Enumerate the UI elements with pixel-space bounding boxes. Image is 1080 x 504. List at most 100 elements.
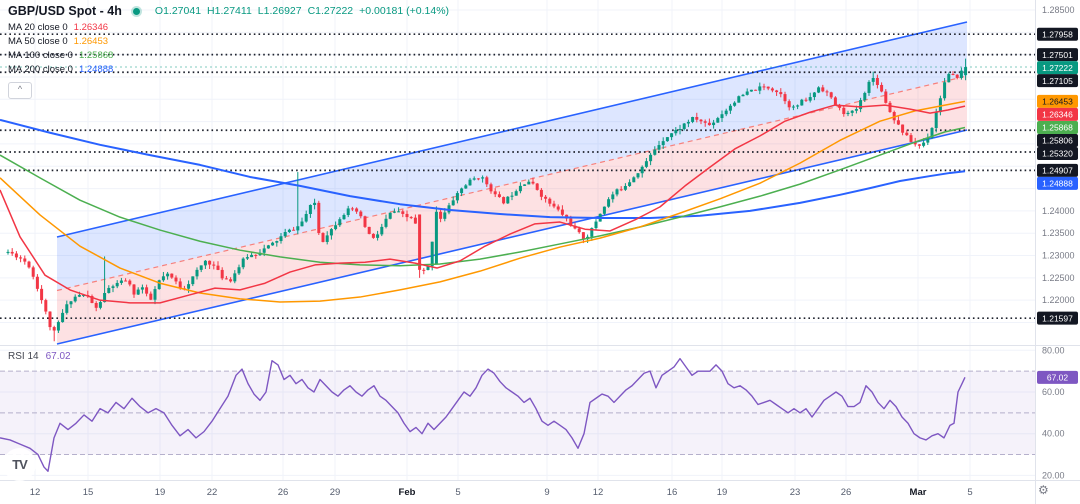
candle bbox=[703, 121, 707, 123]
candle bbox=[930, 128, 934, 138]
candle bbox=[35, 276, 39, 289]
candle bbox=[380, 226, 384, 235]
candle bbox=[296, 226, 300, 231]
candle bbox=[523, 184, 527, 186]
candle bbox=[762, 86, 766, 88]
time-axis-label: 9 bbox=[544, 487, 549, 498]
trend-channel-drawing[interactable] bbox=[56, 21, 968, 345]
candle bbox=[955, 74, 959, 78]
svg-text:1.24907: 1.24907 bbox=[1042, 166, 1073, 176]
candle bbox=[157, 280, 161, 290]
candle bbox=[749, 89, 753, 92]
time-axis[interactable]: 12 15 19 22 26 29 Feb 5 9 12 16 19 23 26 Mar 5 bbox=[30, 487, 973, 498]
candle bbox=[560, 209, 564, 215]
candle bbox=[19, 257, 23, 259]
candle bbox=[623, 186, 627, 190]
candle bbox=[476, 178, 480, 180]
candle bbox=[161, 276, 165, 281]
candle bbox=[65, 304, 69, 313]
candle bbox=[510, 195, 514, 197]
candle bbox=[418, 214, 422, 270]
time-axis-label: 19 bbox=[155, 487, 166, 498]
ma20-line bbox=[0, 104, 966, 304]
axis-price-badge: 1.21597 bbox=[1037, 311, 1078, 325]
candle bbox=[611, 194, 615, 200]
candle bbox=[128, 280, 132, 285]
symbol-title-row: GBP/USD Spot - 4h O1.27041 H1.27411 L1.2… bbox=[8, 2, 449, 20]
candle bbox=[615, 189, 619, 195]
axis-price-badge: 1.26453 bbox=[1037, 94, 1078, 108]
candle bbox=[220, 269, 224, 279]
candle bbox=[527, 181, 531, 185]
symbol-legend: GBP/USD Spot - 4h O1.27041 H1.27411 L1.2… bbox=[8, 2, 449, 76]
candle bbox=[577, 228, 581, 233]
candle bbox=[73, 296, 77, 302]
candle bbox=[766, 86, 770, 89]
axis-price-badge: 1.26346 bbox=[1037, 107, 1078, 121]
timezone-settings-gear-icon[interactable]: ⚙ bbox=[1038, 483, 1049, 497]
candle bbox=[699, 119, 703, 122]
price-axis-label: 1.22500 bbox=[1042, 273, 1075, 283]
rsi-legend-row[interactable]: RSI 14 67.02 bbox=[8, 351, 71, 362]
candle bbox=[338, 219, 342, 226]
candle bbox=[40, 288, 44, 301]
ma100-legend-row[interactable]: MA 100 close 0 1.25868 bbox=[8, 48, 449, 62]
candle bbox=[791, 106, 795, 108]
candle bbox=[502, 197, 506, 204]
candle bbox=[44, 300, 48, 312]
candle bbox=[964, 67, 968, 76]
candle bbox=[56, 322, 60, 331]
candle bbox=[61, 312, 65, 323]
candle bbox=[846, 112, 850, 115]
candle bbox=[741, 94, 745, 97]
candle bbox=[497, 194, 501, 198]
rsi-line bbox=[0, 357, 966, 472]
candle bbox=[430, 241, 434, 267]
candle bbox=[657, 145, 661, 150]
candle bbox=[901, 124, 905, 133]
candle bbox=[355, 208, 359, 212]
ma20-value: 1.26346 bbox=[73, 21, 109, 33]
collapse-indicators-button[interactable]: ^ bbox=[8, 82, 32, 99]
candle bbox=[145, 287, 149, 294]
candle bbox=[313, 202, 317, 205]
axis-price-badge: 1.24907 bbox=[1037, 163, 1078, 177]
time-axis-label: 12 bbox=[593, 487, 604, 498]
svg-text:1.27105: 1.27105 bbox=[1042, 76, 1073, 86]
candle bbox=[90, 296, 94, 303]
candle bbox=[178, 281, 182, 289]
candle bbox=[317, 202, 321, 234]
candle bbox=[829, 92, 833, 98]
candle bbox=[745, 91, 749, 95]
axis-price-badge: 1.25806 bbox=[1037, 134, 1078, 147]
ma200-legend-row[interactable]: MA 200 close 0 1.24888 bbox=[8, 62, 449, 76]
candle bbox=[388, 212, 392, 219]
time-axis-label: 5 bbox=[455, 487, 460, 498]
ma50-legend-row[interactable]: MA 50 close 0 1.26453 bbox=[8, 34, 449, 48]
price-axis-label: 1.22000 bbox=[1042, 295, 1075, 305]
symbol-title[interactable]: GBP/USD Spot - 4h bbox=[8, 4, 122, 18]
candle bbox=[48, 311, 52, 328]
candle bbox=[14, 253, 18, 258]
market-status-icon bbox=[132, 7, 140, 15]
candle bbox=[926, 137, 930, 143]
svg-text:1.27501: 1.27501 bbox=[1042, 50, 1073, 60]
ma20-legend-row[interactable]: MA 20 close 0 1.26346 bbox=[8, 20, 449, 34]
time-axis-label: Feb bbox=[399, 487, 416, 498]
candle bbox=[401, 211, 405, 214]
candle bbox=[808, 97, 812, 101]
candle bbox=[426, 266, 430, 270]
axis-price-badge: 1.27501 bbox=[1037, 48, 1078, 62]
price-axis[interactable]: 1.28500 1.24000 1.23500 1.23000 1.22500 1.220… bbox=[1037, 5, 1078, 480]
svg-text:1.26346: 1.26346 bbox=[1042, 110, 1073, 120]
candle bbox=[913, 141, 917, 145]
candle bbox=[275, 241, 279, 243]
candle bbox=[737, 96, 741, 103]
candle bbox=[678, 129, 682, 131]
rsi-axis-label: 40.00 bbox=[1042, 429, 1065, 439]
candle bbox=[300, 221, 304, 227]
candle bbox=[283, 232, 287, 237]
